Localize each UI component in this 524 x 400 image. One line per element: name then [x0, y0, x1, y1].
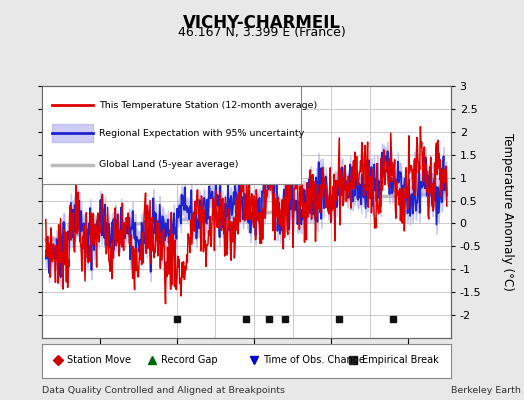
- Text: Empirical Break: Empirical Break: [362, 355, 438, 365]
- Text: Record Gap: Record Gap: [161, 355, 218, 365]
- Text: VICHY-CHARMEIL: VICHY-CHARMEIL: [183, 14, 341, 32]
- Text: Station Move: Station Move: [67, 355, 131, 365]
- Text: This Temperature Station (12-month average): This Temperature Station (12-month avera…: [99, 101, 318, 110]
- Text: Global Land (5-year average): Global Land (5-year average): [99, 160, 238, 170]
- Text: Berkeley Earth: Berkeley Earth: [451, 386, 520, 395]
- Text: 46.167 N, 3.399 E (France): 46.167 N, 3.399 E (France): [178, 26, 346, 39]
- Text: Regional Expectation with 95% uncertainty: Regional Expectation with 95% uncertaint…: [99, 129, 304, 138]
- Y-axis label: Temperature Anomaly (°C): Temperature Anomaly (°C): [501, 133, 514, 291]
- FancyBboxPatch shape: [40, 86, 301, 184]
- Text: Time of Obs. Change: Time of Obs. Change: [264, 355, 365, 365]
- Text: Data Quality Controlled and Aligned at Breakpoints: Data Quality Controlled and Aligned at B…: [42, 386, 285, 395]
